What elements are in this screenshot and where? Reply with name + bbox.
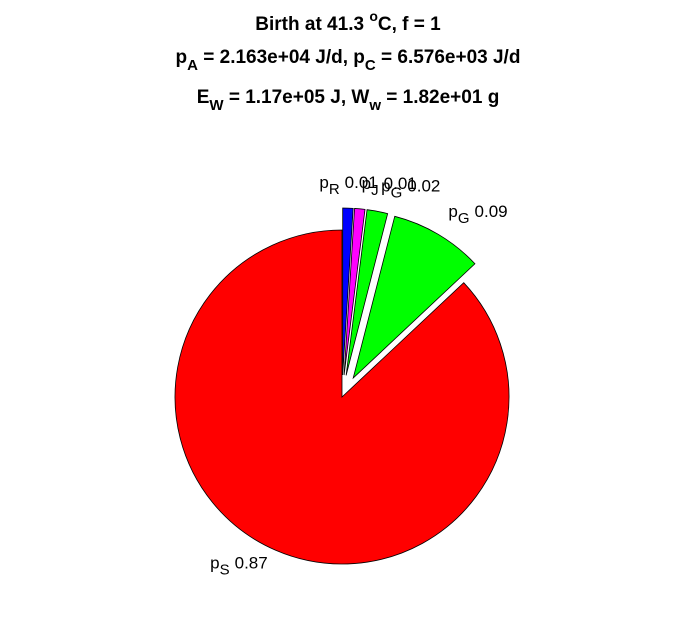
- label-value: 0.87: [235, 554, 268, 573]
- label-value: 0.01: [345, 173, 378, 192]
- label-value: 0.09: [475, 202, 508, 221]
- pie-slice: [352, 215, 476, 380]
- label-sub: G: [458, 210, 470, 227]
- pie-slice: [342, 207, 354, 376]
- pie-slice: [345, 209, 389, 376]
- chart-title: pA = 2.163e+04 J/d, pC = 6.576e+03 J/d: [176, 47, 521, 74]
- title-part: = 2.163e+04 J/d, p: [198, 47, 365, 68]
- title-part: W: [209, 97, 224, 114]
- title-part: C: [365, 57, 376, 74]
- title-part: o: [369, 8, 378, 24]
- label-sub: S: [220, 562, 230, 579]
- slice-label: pJ 0.01: [362, 174, 417, 199]
- label-name: p: [448, 202, 457, 221]
- label-name: p: [319, 173, 328, 192]
- label-sub: J: [371, 182, 379, 199]
- title-part: C, f = 1: [378, 14, 441, 35]
- label-value: 0.02: [407, 177, 440, 196]
- chart-title: Birth at 41.3 oC, f = 1: [255, 8, 441, 35]
- slice-label: pR 0.01: [319, 173, 377, 198]
- chart-title: EW = 1.17e+05 J, Ww = 1.82e+01 g: [197, 87, 500, 114]
- label-name: p: [381, 177, 390, 196]
- title-part: E: [197, 87, 210, 108]
- label-name: p: [210, 554, 219, 573]
- pie-slice: [343, 208, 366, 376]
- title-part: p: [176, 47, 188, 68]
- label-sub: G: [391, 185, 403, 202]
- title-part: A: [187, 57, 198, 74]
- slice-label: pG 0.02: [381, 177, 440, 202]
- slice-label: pS 0.87: [210, 554, 268, 579]
- label-name: p: [362, 174, 371, 193]
- label-sub: R: [329, 181, 340, 198]
- title-part: = 1.82e+01 g: [381, 87, 499, 108]
- title-part: = 1.17e+05 J, W: [224, 87, 370, 108]
- pie-slice: [174, 229, 510, 565]
- title-part: = 6.576e+03 J/d: [376, 47, 521, 68]
- slice-label: pG 0.09: [448, 202, 507, 227]
- label-value: 0.01: [384, 174, 417, 193]
- title-part: w: [368, 97, 381, 114]
- title-part: Birth at 41.3: [255, 14, 369, 35]
